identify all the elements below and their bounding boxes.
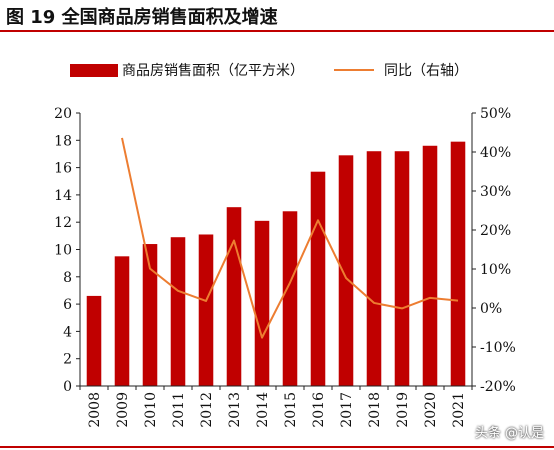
title-rule <box>0 30 554 32</box>
legend-line-swatch <box>334 69 374 71</box>
bar-2015 <box>282 211 298 386</box>
legend-bar-label: 商品房销售面积（亿平方米） <box>122 63 304 79</box>
x-tick-label: 2019 <box>395 392 411 428</box>
y-left-tick-label: 2 <box>63 352 72 368</box>
y-left-tick-label: 14 <box>54 188 72 204</box>
bar-2011 <box>170 237 186 386</box>
y-left-tick-label: 18 <box>54 133 72 149</box>
chart-title: 图 19 全国商品房销售面积及增速 <box>6 7 278 28</box>
y-right-tick-label: 0% <box>480 301 502 317</box>
x-tick-label: 2018 <box>367 392 383 428</box>
bar-2008 <box>86 295 102 386</box>
bar-2019 <box>394 151 410 386</box>
y-left-tick-label: 10 <box>54 243 72 259</box>
bar-2012 <box>198 234 214 386</box>
bar-2009 <box>114 256 130 386</box>
y-right-tick-label: 20% <box>480 223 511 239</box>
legend-line-label: 同比（右轴） <box>384 63 468 79</box>
y-right-tick-label: 30% <box>480 184 511 200</box>
x-tick-label: 2011 <box>171 392 187 428</box>
y-right-tick-label: -20% <box>480 379 516 395</box>
watermark: 头条 @认是 <box>474 426 544 441</box>
x-tick-label: 2015 <box>283 392 299 428</box>
bar-2013 <box>226 207 242 386</box>
x-tick-label: 2009 <box>115 392 131 428</box>
x-tick-label: 2016 <box>311 392 327 428</box>
y-right-tick-label: -10% <box>480 340 516 356</box>
bar-2010 <box>142 244 158 386</box>
bar-2016 <box>310 171 326 386</box>
x-tick-label: 2012 <box>199 392 215 428</box>
x-tick-label: 2008 <box>87 392 103 428</box>
x-tick-label: 2020 <box>423 392 439 428</box>
legend-bar-swatch <box>70 63 118 77</box>
x-tick-label: 2010 <box>143 392 159 428</box>
y-left-tick-label: 16 <box>54 161 72 177</box>
y-left-tick-label: 12 <box>54 215 72 231</box>
legend: 商品房销售面积（亿平方米） 同比（右轴） <box>70 60 468 80</box>
y-right-tick-label: 50% <box>480 106 511 122</box>
bar-2018 <box>366 151 382 386</box>
bar-2014 <box>254 220 270 386</box>
yoy-growth-line <box>121 137 459 339</box>
x-tick-label: 2021 <box>451 392 467 428</box>
x-tick-label: 2013 <box>227 392 243 428</box>
bar-2017 <box>338 155 354 386</box>
bottom-rule <box>0 446 554 448</box>
x-tick-label: 2017 <box>339 392 355 428</box>
y-left-tick-label: 6 <box>63 297 72 313</box>
bar-2020 <box>422 145 438 386</box>
y-left-tick-label: 20 <box>54 106 72 122</box>
y-left-tick-label: 4 <box>63 324 72 340</box>
bar-2021 <box>450 141 466 386</box>
y-left-tick-label: 8 <box>63 270 72 286</box>
y-right-tick-label: 40% <box>480 145 511 161</box>
y-left-tick-label: 0 <box>63 379 72 395</box>
x-tick-label: 2014 <box>255 392 271 428</box>
y-right-tick-label: 10% <box>480 262 511 278</box>
